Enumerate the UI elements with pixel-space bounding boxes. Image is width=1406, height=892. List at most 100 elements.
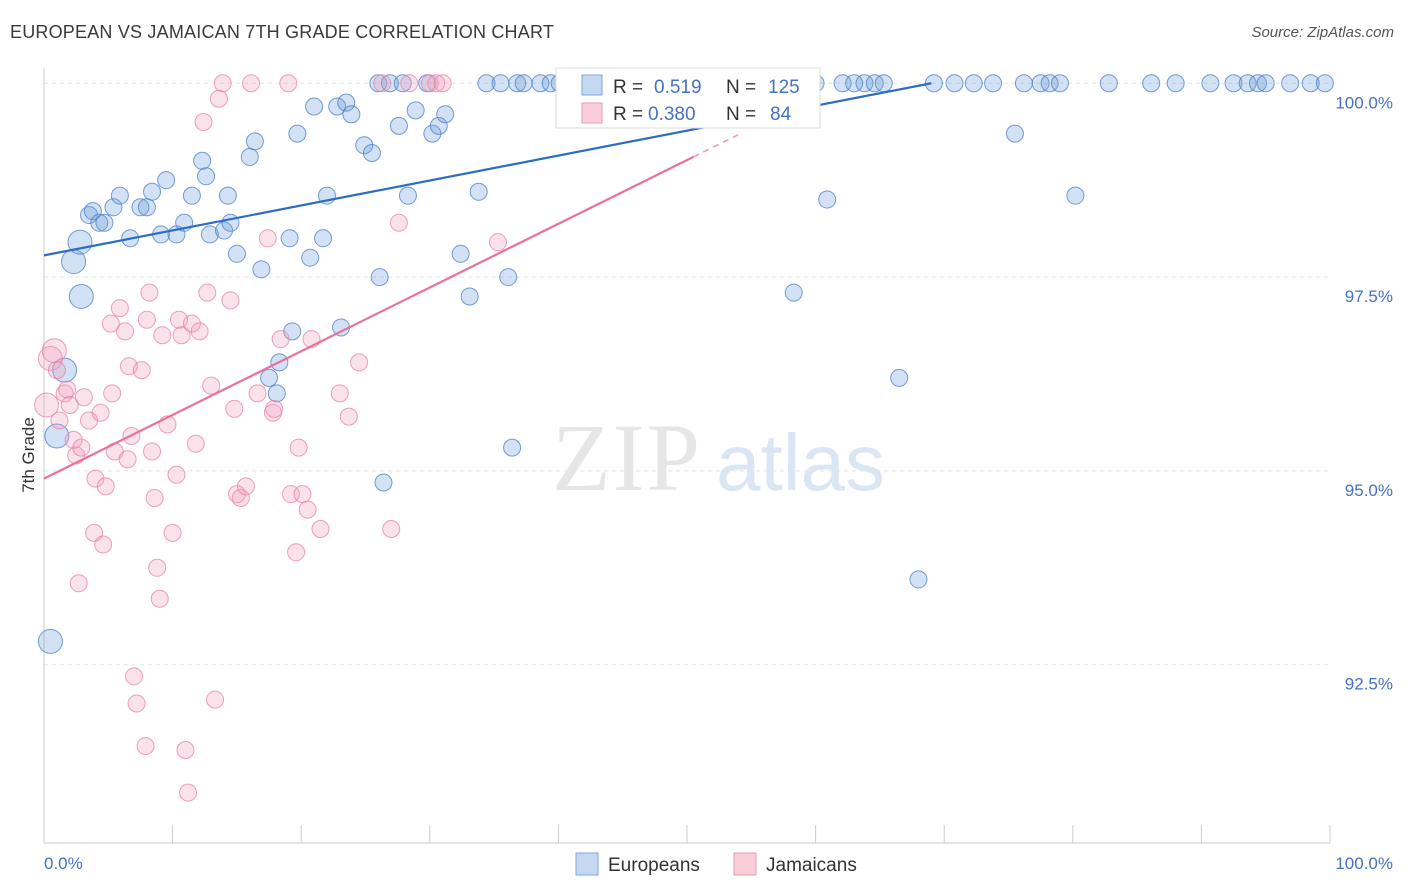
europeans-point-68 — [531, 74, 550, 93]
jamaicans-point-65 — [279, 74, 298, 93]
europeans-point-53 — [398, 186, 417, 205]
jamaicans-trend-line — [43, 155, 694, 480]
europeans-point-112 — [1014, 74, 1033, 93]
y-tick-labels: 100.0% 97.5% 95.0% 92.5% — [1335, 93, 1393, 693]
europeans-point-105 — [890, 368, 909, 387]
jamaicans-point-69 — [293, 485, 312, 504]
jamaicans-point-12 — [74, 388, 93, 407]
legend-swatch-europeans — [581, 74, 603, 96]
jamaicans-point-79 — [400, 74, 419, 93]
europeans-point-39 — [314, 229, 333, 248]
jamaicans-point-55 — [225, 399, 244, 418]
europeans-point-99 — [818, 190, 837, 209]
jamaicans-point-77 — [382, 520, 401, 539]
europeans-point-109 — [964, 74, 983, 93]
europeans-point-66 — [508, 74, 527, 93]
legend-r-label-jamaicans: R = — [613, 104, 643, 125]
europeans-point-60 — [460, 287, 479, 306]
europeans-point-34 — [280, 229, 299, 248]
jamaicans-point-46 — [186, 434, 205, 453]
europeans-point-114 — [1040, 74, 1059, 93]
y-tick-label-0: 100.0% — [1335, 93, 1393, 112]
europeans-point-30 — [252, 260, 271, 279]
europeans-point-37 — [301, 248, 320, 267]
jamaicans-point-30 — [136, 737, 155, 756]
legend-n-label-europeans: N = — [726, 77, 756, 98]
europeans-point-126 — [1301, 74, 1320, 93]
jamaicans-point-74 — [339, 407, 358, 426]
europeans-point-125 — [1281, 74, 1300, 93]
europeans-point-103 — [865, 74, 884, 93]
jamaicans-point-18 — [96, 477, 115, 496]
europeans-point-104 — [874, 74, 893, 93]
jamaicans-point-73 — [330, 384, 349, 403]
jamaicans-point-42 — [172, 326, 191, 345]
europeans-point-13 — [131, 198, 150, 217]
europeans-point-96 — [784, 283, 803, 302]
europeans-point-59 — [451, 244, 470, 263]
europeans-point-106 — [909, 570, 928, 589]
jamaicans-point-31 — [137, 310, 156, 329]
jamaicans-point-57 — [231, 489, 250, 508]
bottom-legend-label-jamaicans: Jamaicans — [766, 855, 857, 876]
europeans-point-115 — [1050, 74, 1069, 93]
jamaicans-point-43 — [176, 740, 195, 759]
jamaicans-point-33 — [143, 442, 162, 461]
europeans-point-14 — [143, 182, 162, 201]
jamaicans-point-60 — [248, 384, 267, 403]
x-tick-marks — [43, 825, 1331, 843]
europeans-point-108 — [945, 74, 964, 93]
jamaicans-point-76 — [373, 74, 392, 93]
jamaicans-point-82 — [433, 74, 452, 93]
jamaicans-point-45 — [182, 314, 201, 333]
europeans-point-57 — [429, 116, 448, 135]
jamaicans-point-6 — [58, 380, 77, 399]
europeans-point-8 — [90, 213, 109, 232]
jamaicans-point-27 — [125, 667, 144, 686]
watermark-zip: ZIP — [552, 404, 702, 511]
jamaicans-point-80 — [420, 74, 439, 93]
jamaicans-point-67 — [287, 543, 306, 562]
europeans-point-3 — [37, 628, 63, 654]
chart-title: EUROPEAN VS JAMAICAN 7TH GRADE CORRELATI… — [10, 22, 555, 42]
europeans-point-61 — [469, 182, 488, 201]
jamaicans-point-37 — [153, 326, 172, 345]
europeans-point-102 — [855, 74, 874, 93]
jamaicans-point-70 — [298, 500, 317, 519]
europeans-point-20 — [182, 186, 201, 205]
europeans-point-43 — [337, 93, 356, 112]
watermark-atlas: atlas — [716, 418, 885, 507]
europeans-point-118 — [1142, 74, 1161, 93]
europeans-point-63 — [491, 74, 510, 93]
europeans-point-50 — [380, 74, 399, 93]
x-tick-label-max: 100.0% — [1335, 854, 1393, 873]
y-axis-label: 7th Grade — [19, 417, 38, 493]
europeans-point-65 — [503, 438, 522, 457]
europeans-point-45 — [355, 136, 374, 155]
europeans-point-49 — [374, 473, 393, 492]
europeans-point-26 — [221, 213, 240, 232]
jamaicans-point-68 — [289, 438, 308, 457]
jamaicans-point-36 — [150, 589, 169, 608]
jamaicans-point-58 — [236, 477, 255, 496]
europeans-point-22 — [197, 167, 216, 186]
europeans-point-10 — [104, 198, 123, 217]
europeans-point-67 — [514, 74, 533, 93]
europeans-point-7 — [83, 202, 102, 221]
jamaicans-point-54 — [221, 291, 240, 310]
europeans-point-54 — [406, 101, 425, 120]
jamaicans-point-40 — [167, 465, 186, 484]
europeans-point-47 — [370, 268, 389, 287]
europeans-point-31 — [260, 368, 279, 387]
europeans-point-120 — [1201, 74, 1220, 93]
jamaicans-point-51 — [206, 690, 225, 709]
source-label: Source: ZipAtlas.com — [1251, 24, 1394, 41]
europeans-point-110 — [984, 74, 1003, 93]
europeans-point-2 — [44, 423, 70, 449]
europeans-point-113 — [1031, 74, 1050, 93]
jamaicans-point-52 — [209, 89, 228, 108]
europeans-point-127 — [1315, 74, 1334, 93]
series-legend: Europeans Jamaicans — [575, 852, 857, 876]
europeans-point-101 — [845, 74, 864, 93]
legend-swatch-jamaicans — [581, 102, 603, 124]
